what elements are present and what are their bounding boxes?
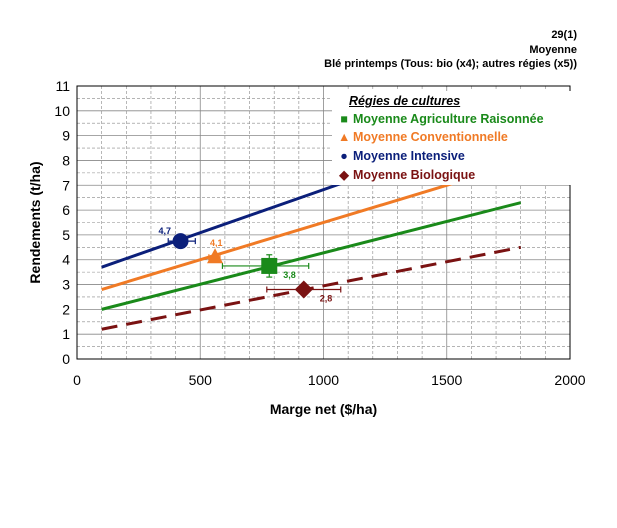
chart-legend: Régies de cultures ■ Moyenne Agriculture … bbox=[332, 91, 575, 185]
data-point-diamond bbox=[294, 280, 313, 299]
x-tick-label: 500 bbox=[189, 372, 213, 388]
data-label: 2,8 bbox=[320, 294, 333, 304]
header-subtitle: Moyenne bbox=[529, 44, 577, 56]
data-point-square bbox=[261, 257, 278, 274]
plot-border bbox=[76, 85, 571, 360]
legend-label: Moyenne Intensive bbox=[353, 149, 465, 163]
legend-label: Moyenne Biologique bbox=[353, 168, 476, 182]
y-tick-label: 6 bbox=[62, 202, 70, 218]
header-crop-title: Blé printemps (Tous: bio (x4); autres ré… bbox=[324, 58, 577, 70]
legend-label: Moyenne Agriculture Raisonnée bbox=[353, 112, 544, 126]
circle-marker-icon: ● bbox=[340, 149, 348, 163]
y-tick-label: 1 bbox=[62, 326, 70, 342]
y-tick-label: 9 bbox=[62, 128, 70, 144]
legend-item-conventionnelle: ▲ Moyenne Conventionnelle bbox=[338, 130, 508, 144]
y-tick-label: 10 bbox=[54, 103, 70, 119]
y-tick-label: 11 bbox=[55, 78, 70, 94]
y-tick-label: 8 bbox=[62, 152, 70, 168]
legend-title: Régies de cultures bbox=[349, 94, 461, 108]
legend-item-biologique: ◆ Moyenne Biologique bbox=[338, 167, 475, 182]
square-marker-icon: ■ bbox=[340, 112, 348, 126]
trend-line bbox=[101, 201, 522, 311]
header-figure-number: 29(1) bbox=[551, 29, 577, 41]
x-axis-title: Marge net ($/ha) bbox=[270, 401, 377, 417]
y-tick-label: 5 bbox=[62, 227, 70, 243]
x-tick-label: 1500 bbox=[431, 372, 462, 388]
y-tick-label: 2 bbox=[62, 301, 70, 317]
data-point-circle bbox=[172, 233, 189, 250]
y-tick-label: 7 bbox=[62, 177, 70, 193]
x-tick-label: 0 bbox=[73, 372, 81, 388]
triangle-marker-icon: ▲ bbox=[338, 130, 351, 144]
legend-item-intensive: ● Moyenne Intensive bbox=[338, 149, 465, 163]
y-tick-label: 0 bbox=[62, 351, 70, 367]
data-point-triangle bbox=[207, 248, 224, 264]
y-tick-label: 4 bbox=[62, 252, 70, 268]
x-tick-label: 2000 bbox=[554, 372, 585, 388]
x-tick-label: 1000 bbox=[308, 372, 339, 388]
data-label: 4,1 bbox=[210, 238, 223, 248]
legend-label: Moyenne Conventionnelle bbox=[353, 130, 508, 144]
diamond-marker-icon: ◆ bbox=[339, 168, 349, 182]
y-tick-label: 3 bbox=[62, 277, 70, 293]
data-label: 4,7 bbox=[159, 226, 172, 236]
y-axis-title: Rendements (t/ha) bbox=[27, 161, 43, 283]
legend-item-raisonnee: ■ Moyenne Agriculture Raisonnée bbox=[338, 112, 544, 126]
data-label: 3,8 bbox=[283, 270, 296, 280]
